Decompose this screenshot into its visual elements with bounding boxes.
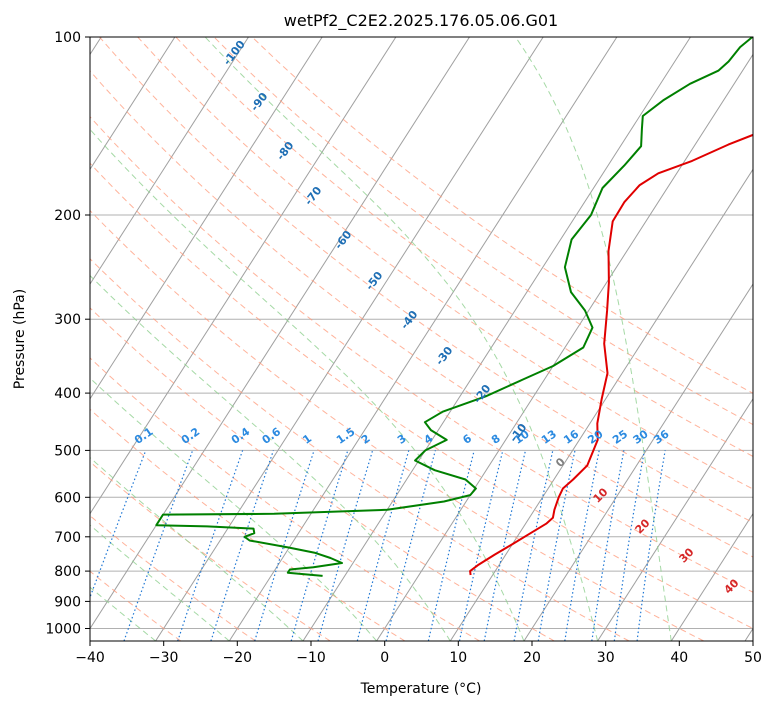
isotherm-line: [90, 37, 249, 285]
mixing-ratio-line: [290, 450, 349, 641]
dry-adiabat-line: [90, 515, 256, 641]
dry-adiabat-line: [90, 408, 406, 641]
y-tick-label: 400: [54, 386, 81, 402]
y-tick-label: 700: [54, 530, 81, 546]
y-tick-label: 100: [54, 30, 81, 46]
dry-adiabat-line: [90, 570, 182, 641]
isotherm-line: [597, 397, 753, 641]
x-tick-label: 0: [380, 650, 389, 666]
isotherm-line: [90, 37, 176, 171]
moist-adiabat-line: [90, 524, 230, 641]
dry-adiabat-line: [90, 209, 704, 641]
mixing-ratio-line: [591, 450, 625, 641]
mixing-ratio-line: [613, 450, 645, 641]
dry-adiabat-line: [99, 37, 753, 524]
isotherm-line: [376, 53, 753, 641]
x-tick-label: −30: [149, 650, 179, 666]
mixing-ratio-line: [636, 450, 666, 641]
isotherm-line: [90, 37, 470, 630]
plot-frame: [89, 36, 754, 642]
axes: −40 −30 −20 −10 0 10 20 30 40 50 100 200 300 400 500 60…: [45, 30, 762, 666]
dry-adiabat-line: [213, 37, 753, 426]
mixing-ratio-line: [90, 450, 147, 599]
mixing-ratio-line: [356, 450, 410, 641]
isotherm-line: [523, 283, 753, 641]
x-tick-label: −10: [296, 650, 326, 666]
mixing-ratio-line: [385, 450, 436, 641]
mixing-ratio-line: [177, 450, 244, 641]
x-tick-label: 30: [597, 650, 615, 666]
moist-adiabat-line: [90, 274, 451, 641]
mixing-ratio-line: [254, 450, 315, 641]
dewpoint-profile-line: [155, 37, 753, 577]
dry-adiabat-line: [251, 37, 753, 394]
x-tick-label: 40: [670, 650, 688, 666]
isotherm-line: [228, 37, 618, 641]
y-tick-label: 900: [54, 594, 81, 610]
dry-adiabat-line: [90, 258, 630, 641]
y-tick-label: 600: [54, 490, 81, 506]
isotherm-line: [90, 37, 323, 400]
temperature-profile-line: [469, 133, 753, 576]
dry-adiabat-line: [90, 162, 753, 630]
chart-title: wetPf2_C2E2.2025.176.05.06.G01: [284, 11, 558, 31]
moist-adiabat-line: [515, 37, 672, 641]
moist-adiabat-line: [204, 37, 599, 641]
x-tick-label: −20: [223, 650, 253, 666]
x-tick-label: −40: [75, 650, 105, 666]
dry-adiabat-line: [90, 461, 331, 641]
isotherm-line: [155, 37, 544, 641]
mixing-ratio-line: [123, 450, 194, 641]
moist-adiabat-line: [90, 128, 525, 641]
x-tick-label: 50: [744, 650, 762, 666]
y-axis-title: Pressure (hPa): [12, 289, 28, 389]
y-tick-label: 800: [54, 564, 81, 580]
y-tick-label: 1000: [45, 622, 81, 638]
x-tick-label: 20: [523, 650, 541, 666]
x-tick-label: 10: [449, 650, 467, 666]
dry-adiabat-line: [137, 37, 753, 490]
moist-adiabat-line: [90, 456, 304, 641]
dry-adiabat-line: [90, 357, 480, 641]
isotherm-line: [449, 168, 753, 641]
isotherm-line: [670, 512, 753, 641]
plot-area: [90, 37, 753, 641]
y-tick-label: 300: [54, 312, 81, 328]
dry-adiabat-line: [90, 307, 555, 641]
mixing-ratio-line: [427, 450, 475, 641]
y-tick-label: 200: [54, 208, 81, 224]
dry-adiabat-line: [90, 70, 753, 558]
isotherm-line: [90, 37, 397, 515]
moist-adiabat-line: [90, 377, 377, 641]
x-axis-title: Temperature (°C): [360, 681, 482, 697]
dry-adiabat-line: [90, 115, 753, 593]
mixing-ratio-line: [210, 450, 274, 641]
y-tick-label: 500: [54, 443, 81, 459]
